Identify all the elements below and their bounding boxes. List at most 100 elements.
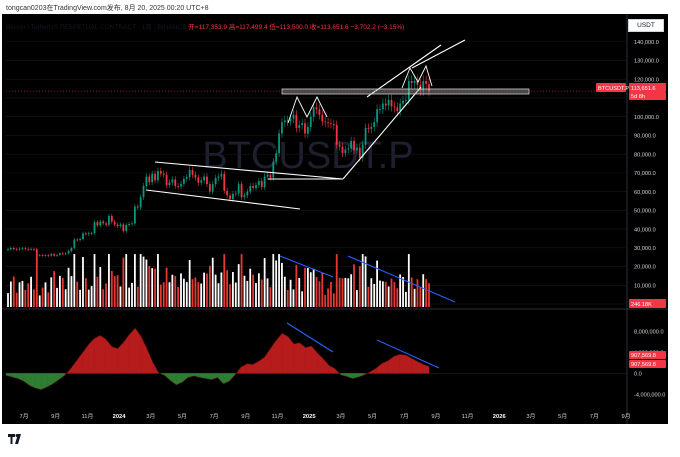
candle-body (99, 221, 102, 226)
candle-body (76, 239, 79, 241)
volume-bar (87, 289, 90, 307)
candle-body (59, 253, 61, 255)
volume-bar (145, 259, 148, 307)
oscillator-segment (99, 335, 107, 374)
candle-body (79, 238, 81, 240)
candle-body (260, 181, 263, 187)
candle-body (9, 247, 12, 250)
volume-bar (275, 260, 278, 307)
volume-bar (292, 289, 295, 307)
candle-body (335, 125, 338, 145)
price-tick-label: 10,000.0 (634, 283, 656, 289)
price-tick-label: 30,000.0 (634, 246, 656, 252)
symbol-title[interactable]: Bitcoin / TetherUS PERPETUAL CONTRACT · … (6, 21, 404, 31)
candle-body (402, 100, 404, 104)
volume-bar (217, 283, 220, 307)
candle-body (353, 141, 355, 151)
candle-body (289, 118, 292, 122)
candle-body (324, 121, 327, 123)
trend-line (145, 189, 301, 210)
volume-bar (220, 272, 223, 307)
candle-body (263, 176, 266, 187)
price-tick-label: 130,000.0 (634, 59, 659, 65)
currency-button[interactable]: USDT (628, 19, 664, 32)
candle-body (96, 222, 99, 226)
volume-bar (399, 274, 402, 307)
volume-bar (405, 291, 407, 307)
volume-bar (304, 267, 306, 307)
candle-body (344, 149, 347, 154)
oscillator-segment (246, 363, 253, 374)
oscillator-badge-bg (629, 351, 666, 359)
candle-body (367, 127, 370, 129)
tradingview-logo[interactable] (8, 434, 29, 446)
trend-line (366, 44, 442, 98)
volume-bar (157, 254, 159, 307)
candle-body (145, 176, 148, 186)
volume-bar (162, 282, 165, 307)
volume-bar (347, 278, 350, 307)
volume-bar (376, 260, 378, 307)
candle-body (105, 223, 107, 225)
volume-bar (183, 278, 185, 307)
time-tick-label: 3月 (146, 413, 155, 420)
candle-body (347, 148, 350, 150)
volume-bar (301, 291, 304, 307)
candle-body (381, 103, 384, 110)
candle-body (240, 184, 243, 198)
candle-body (376, 109, 378, 123)
volume-bar (59, 275, 61, 307)
candle-body (278, 133, 280, 154)
candle-body (405, 99, 407, 101)
candle-body (64, 253, 67, 255)
volume-bar (70, 276, 73, 307)
oscillator-segment (293, 342, 300, 374)
volume-bar (44, 282, 47, 307)
candle-body (197, 177, 200, 183)
volume-bar (185, 282, 188, 307)
volume-bar (306, 268, 309, 307)
volume-bar (422, 274, 425, 307)
volume-bar (260, 279, 263, 307)
candle-body (168, 182, 171, 186)
candle-body (407, 81, 410, 100)
volume-bar (142, 256, 145, 307)
price-tick-label: 120,000.0 (634, 77, 659, 83)
volume-bar (84, 278, 87, 307)
drawings (6, 39, 626, 369)
time-tick-label: 7月 (210, 413, 219, 420)
volume-bar (41, 287, 44, 307)
volume-bar (47, 292, 50, 307)
trend-line (376, 339, 440, 369)
volume-bar (35, 254, 38, 307)
resistance-zone (281, 88, 530, 95)
time-axis: 7月 9月 11月 2024 3月 5月 7月 9月 11月 2025 3月 5月 7月 9月 11月 202… (19, 413, 630, 420)
countdown-badge-bg (629, 92, 666, 100)
volume-bar (327, 288, 329, 307)
volume-bar (373, 283, 376, 307)
candle-body (246, 191, 249, 196)
volume-bar (15, 292, 18, 307)
candle-body (226, 190, 229, 196)
candle-body (41, 255, 44, 256)
volume-bar (289, 279, 292, 307)
volume-bar (425, 279, 428, 307)
volume-bars (7, 254, 430, 307)
time-tick-label: 2025 (303, 414, 317, 420)
volume-bar (353, 264, 355, 307)
time-tick-label: 11月 (81, 413, 93, 420)
candle-body (38, 255, 41, 256)
volume-bar (131, 282, 133, 307)
volume-bar (53, 271, 56, 307)
candle-body (159, 171, 162, 174)
candle-body (393, 106, 396, 108)
candle-body (416, 81, 419, 85)
candle-body (338, 144, 341, 147)
candle-body (122, 224, 125, 231)
oscillator-segment (35, 373, 42, 390)
volume-bar (252, 274, 254, 307)
price-tick-label: 50,000.0 (634, 209, 656, 215)
candle-body (116, 224, 119, 227)
candle-body (125, 224, 128, 231)
volume-bar (102, 289, 105, 307)
